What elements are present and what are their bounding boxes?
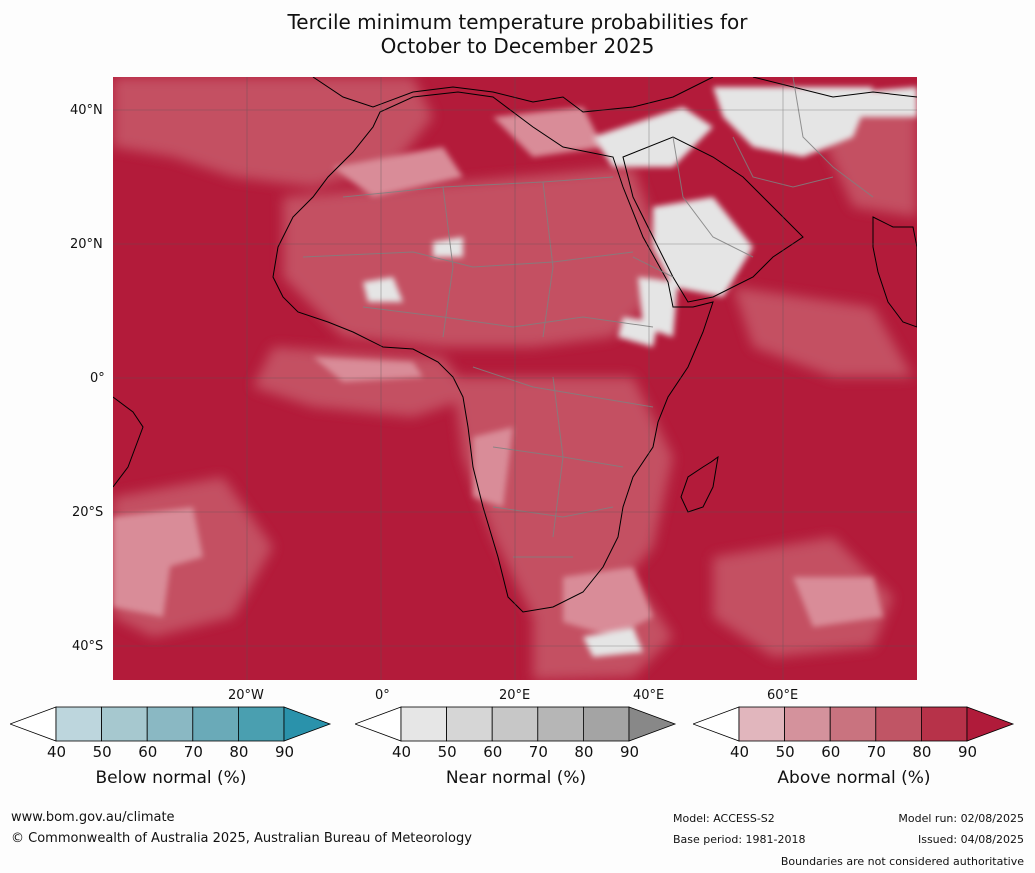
lat-label-40n: 40°N: [70, 103, 103, 118]
colorbar-below-tick-label: 50: [92, 743, 112, 761]
title-line-1: Tercile minimum temperature probabilitie…: [287, 10, 748, 34]
footer-model: Model: ACCESS-S2: [673, 812, 775, 825]
lat-label-20s: 20°S: [72, 505, 104, 520]
shading-near-normal: [363, 87, 917, 657]
colorbar-near-tick-label: 80: [574, 743, 594, 761]
colorbar-above-normal: [693, 706, 1015, 742]
graticule: [113, 77, 917, 680]
colorbar-below-segment: [146, 706, 194, 742]
colorbar-above-tick-label: 80: [912, 743, 932, 761]
colorbar-below-tick-label: 60: [138, 743, 158, 761]
colorbar-near-tick-label: 90: [620, 743, 640, 761]
colorbar-near-normal: [355, 706, 677, 742]
colorbar-below-segment: [55, 706, 102, 742]
colorbar-above-tick-label: 40: [730, 743, 750, 761]
lat-label-0: 0°: [90, 371, 105, 386]
colorbar-near-segment: [446, 706, 493, 742]
colorbar-below-segment: [237, 706, 285, 742]
colorbar-near-segment: [491, 706, 539, 742]
footer-base-period: Base period: 1981-2018: [673, 833, 806, 846]
footer-url: www.bom.gov.au/climate: [11, 810, 175, 825]
country-borders: [302, 77, 874, 558]
shading-light: [113, 107, 883, 637]
footer-model-run: Model run: 02/08/2025: [898, 812, 1024, 825]
colorbar-label-below: Below normal (%): [95, 768, 247, 788]
colorbar-near-tick-label: 60: [483, 743, 503, 761]
colorbar-label-above: Above normal (%): [777, 768, 931, 788]
colorbar-above-tick-label: 70: [866, 743, 886, 761]
colorbar-above-arrow-low: [693, 706, 740, 742]
colorbar-above-tick-label: 50: [775, 743, 795, 761]
colorbar-below-arrow-high: [283, 706, 332, 742]
lon-label-20e: 20°E: [499, 688, 531, 703]
colorbar-below-tick-label: 70: [183, 743, 203, 761]
lon-label-20w: 20°W: [228, 688, 264, 703]
map-title: Tercile minimum temperature probabilitie…: [0, 10, 1035, 58]
colorbar-above-segment: [784, 706, 831, 742]
colorbar-below-tick-label: 90: [275, 743, 295, 761]
colorbar-below-tick-label: 40: [47, 743, 67, 761]
colorbar-below-arrow-low: [10, 706, 57, 742]
lat-label-40s: 40°S: [72, 639, 104, 654]
lat-label-20n: 20°N: [70, 237, 103, 252]
colorbar-near-segment: [537, 706, 584, 742]
colorbar-below-segment: [192, 706, 239, 742]
colorbar-above-tick-label: 60: [821, 743, 841, 761]
colorbar-near-arrow-low: [355, 706, 402, 742]
lon-label-40e: 40°E: [633, 688, 665, 703]
probability-map: [113, 77, 917, 680]
colorbar-above-segment: [920, 706, 968, 742]
colorbar-below-tick-label: 80: [229, 743, 249, 761]
footer-copyright: © Commonwealth of Australia 2025, Austra…: [11, 831, 472, 846]
coastlines: [113, 77, 917, 613]
colorbar-near-tick-label: 70: [528, 743, 548, 761]
colorbar-near-segment: [400, 706, 447, 742]
footer-issued: Issued: 04/08/2025: [917, 833, 1024, 846]
footer-disclaimer: Boundaries are not considered authoritat…: [780, 855, 1024, 868]
colorbar-near-tick-label: 50: [437, 743, 457, 761]
colorbar-below-segment: [101, 706, 148, 742]
colorbar-above-arrow-high: [966, 706, 1015, 742]
title-line-2: October to December 2025: [380, 34, 655, 58]
colorbar-below-normal: [10, 706, 332, 742]
colorbar-near-segment: [582, 706, 630, 742]
colorbar-near-arrow-high: [628, 706, 677, 742]
colorbar-above-segment: [738, 706, 785, 742]
colorbar-label-near: Near normal (%): [445, 768, 587, 788]
lon-label-60e: 60°E: [767, 688, 799, 703]
colorbar-above-segment: [829, 706, 877, 742]
colorbar-above-segment: [875, 706, 922, 742]
colorbar-above-tick-label: 90: [958, 743, 978, 761]
lon-label-0: 0°: [375, 688, 390, 703]
colorbar-near-tick-label: 40: [392, 743, 412, 761]
